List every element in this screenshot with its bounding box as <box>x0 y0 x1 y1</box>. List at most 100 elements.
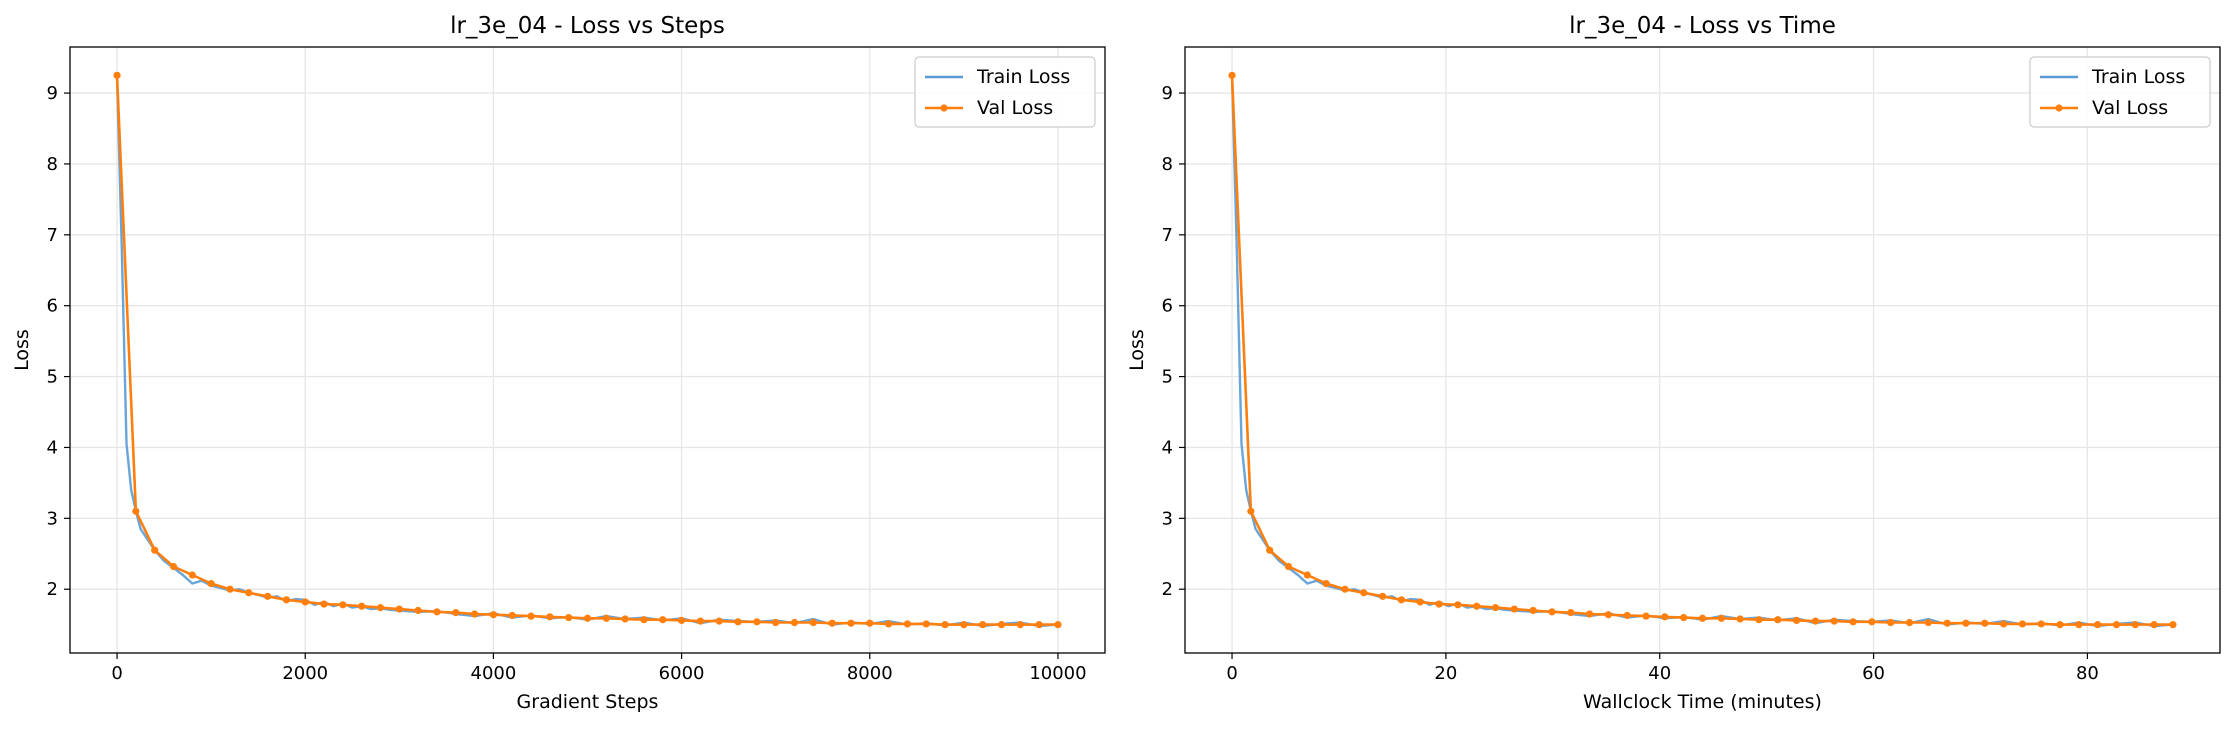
val-loss-point <box>715 617 723 625</box>
val-loss-point <box>2075 621 2083 629</box>
val-loss-point <box>696 617 705 625</box>
val-loss-point <box>1529 606 1537 615</box>
val-loss-point <box>1755 616 1763 624</box>
val-loss-point <box>772 618 780 627</box>
val-loss-point <box>828 619 836 627</box>
val-loss-point <box>339 601 347 609</box>
x-tick-label: 4000 <box>471 663 517 684</box>
val-loss-point <box>245 589 253 597</box>
val-loss-point <box>1585 610 1594 618</box>
val-loss-point <box>1035 621 1043 629</box>
val-loss-point <box>583 614 592 622</box>
x-tick-label: 10000 <box>1029 663 1086 684</box>
train-loss-line <box>115 75 1059 628</box>
y-tick-label: 4 <box>1162 437 1173 458</box>
val-loss-point <box>2112 621 2121 629</box>
y-tick-label: 4 <box>47 437 58 458</box>
val-loss-point <box>1247 507 1255 515</box>
val-loss-point <box>997 621 1006 629</box>
val-loss-point <box>1943 619 1951 627</box>
y-tick-label: 5 <box>1162 367 1173 388</box>
val-loss-point <box>320 600 328 608</box>
x-tick-label: 60 <box>1862 663 1885 684</box>
legend-swatch-marker <box>2055 104 2063 112</box>
val-loss-point <box>2037 620 2045 628</box>
val-loss-point <box>1303 571 1311 579</box>
y-tick-label: 7 <box>1162 225 1173 246</box>
x-axis-label: Gradient Steps <box>517 691 659 713</box>
val-loss-line <box>115 75 1058 626</box>
legend: Train Loss Val Loss <box>914 56 1096 128</box>
val-loss-point <box>847 619 855 627</box>
val-loss-point <box>546 613 554 621</box>
x-axis-label: Wallclock Time (minutes) <box>1583 691 1822 713</box>
x-tick-label: 8000 <box>847 663 893 684</box>
y-tick-label: 7 <box>47 225 58 246</box>
legend-box <box>2029 56 2211 128</box>
val-loss-point <box>1981 619 1989 627</box>
val-loss-point <box>1680 613 1688 622</box>
val-loss-point <box>358 602 366 610</box>
val-loss-point <box>790 618 799 627</box>
val-loss-point <box>489 611 498 619</box>
val-loss-point <box>188 571 196 579</box>
val-loss-point <box>1016 621 1024 629</box>
y-tick-label: 8 <box>47 154 58 175</box>
legend-label: Val Loss <box>2092 97 2168 119</box>
val-loss-point <box>2150 621 2158 629</box>
y-tick-label: 2 <box>1162 579 1173 600</box>
val-loss-point <box>1642 612 1650 620</box>
y-tick-label: 2 <box>47 579 58 600</box>
val-loss-point <box>621 615 629 623</box>
val-loss-point <box>1774 616 1782 624</box>
val-loss-point <box>2131 621 2139 629</box>
val-loss-point <box>132 507 140 515</box>
legend-label: Train Loss <box>2091 66 2185 88</box>
val-loss-point <box>2169 621 2177 629</box>
y-tick-label: 5 <box>47 367 58 388</box>
val-loss-point <box>1792 616 1801 624</box>
plot-frame <box>1184 46 2221 654</box>
val-loss-point <box>1604 611 1613 619</box>
val-loss-point <box>884 620 893 628</box>
y-tick-label: 9 <box>47 83 58 104</box>
val-loss-point <box>922 620 930 628</box>
val-loss-point <box>1416 598 1424 606</box>
val-loss-point <box>527 612 535 620</box>
val-loss-point <box>1435 600 1443 608</box>
y-tick-label: 6 <box>1162 296 1173 317</box>
x-tick-label: 6000 <box>659 663 705 684</box>
val-loss-point <box>1548 608 1556 616</box>
legend-label: Train Loss <box>976 66 1070 88</box>
y-tick-label: 8 <box>1162 154 1173 175</box>
val-loss-point <box>1454 601 1462 609</box>
val-loss-point <box>226 585 234 593</box>
val-loss-point <box>113 71 121 79</box>
val-loss-point <box>809 618 817 627</box>
x-tick-label: 40 <box>1648 663 1671 684</box>
val-loss-point <box>2018 620 2027 628</box>
val-loss-point <box>1811 617 1820 625</box>
val-loss-point <box>1266 546 1274 554</box>
val-loss-line <box>1230 75 2173 626</box>
y-axis-label: Loss <box>1126 329 1148 371</box>
val-loss-point <box>1322 579 1330 588</box>
grid <box>1185 47 2220 653</box>
val-loss-point <box>1228 71 1236 79</box>
val-loss-point <box>2094 621 2102 629</box>
val-loss-point <box>282 596 291 604</box>
val-loss-point <box>1473 602 1481 610</box>
plot-frame <box>69 46 1106 654</box>
x-tick-label: 80 <box>2076 663 2099 684</box>
legend-label: Val Loss <box>977 97 1053 119</box>
chart-title: lr_3e_04 - Loss vs Steps <box>450 13 725 39</box>
val-loss-point <box>263 592 272 600</box>
val-loss-point <box>565 613 573 622</box>
val-loss-point <box>1054 621 1062 629</box>
val-loss-point <box>1849 618 1857 626</box>
val-loss-point <box>414 606 422 615</box>
val-loss-point <box>1567 609 1575 617</box>
legend-box <box>914 56 1096 128</box>
train-loss-line <box>1230 75 2174 628</box>
